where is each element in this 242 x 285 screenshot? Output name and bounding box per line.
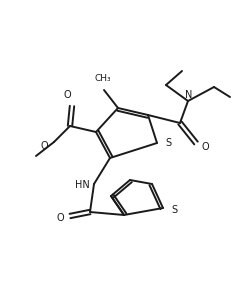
Text: S: S	[171, 205, 177, 215]
Text: O: O	[201, 142, 209, 152]
Text: O: O	[56, 213, 64, 223]
Text: CH₃: CH₃	[95, 74, 111, 83]
Text: S: S	[165, 138, 171, 148]
Text: O: O	[63, 90, 71, 100]
Text: HN: HN	[75, 180, 90, 190]
Text: N: N	[185, 90, 193, 100]
Text: O: O	[40, 141, 48, 151]
